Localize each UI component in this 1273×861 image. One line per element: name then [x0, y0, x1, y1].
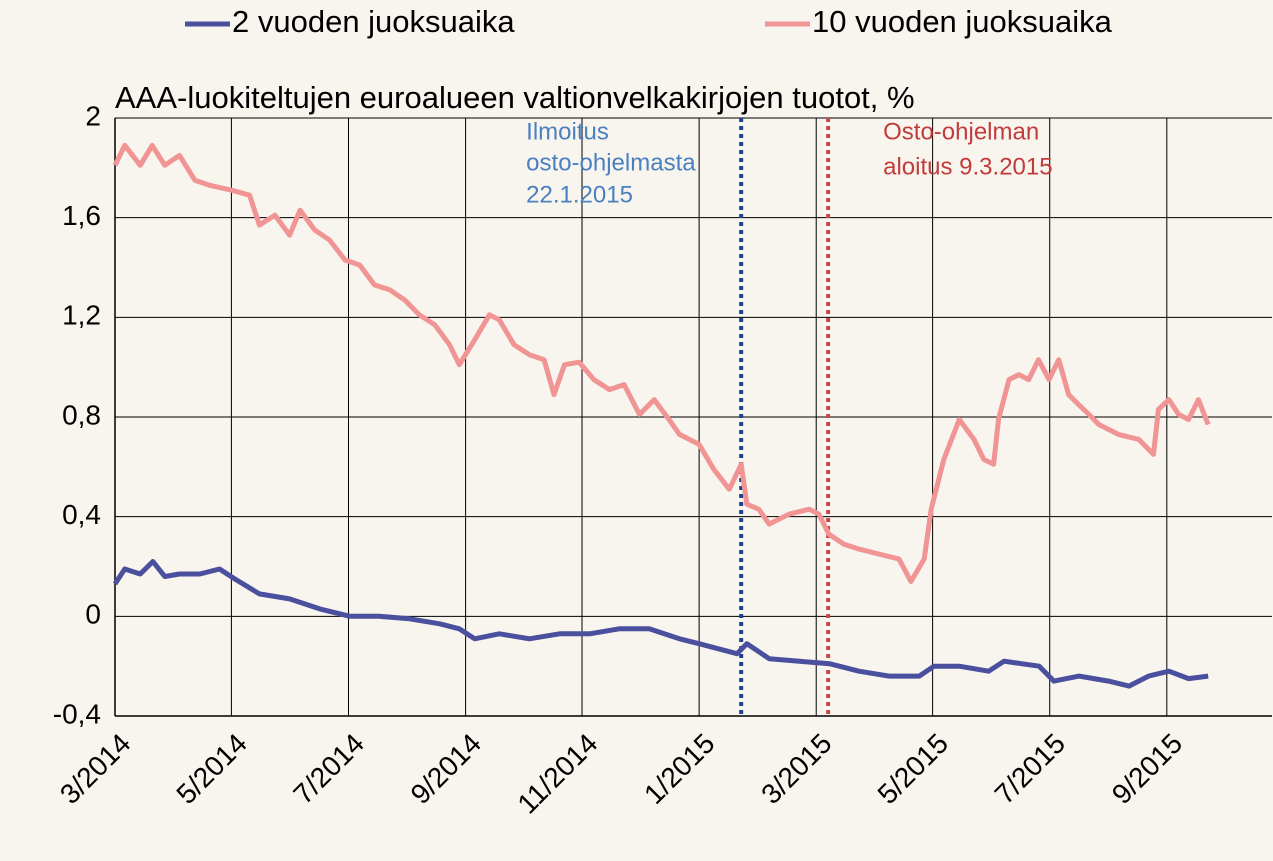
- y-tick-label: 1,2: [62, 300, 101, 331]
- y-tick-label: 1,6: [62, 200, 101, 231]
- legend-label: 2 vuoden juoksuaika: [232, 4, 515, 39]
- y-tick-label: 0,8: [62, 399, 101, 430]
- series-line: [112, 559, 1209, 689]
- annotation-text: 22.1.2015: [526, 181, 633, 208]
- annotation-text: aloitus 9.3.2015: [883, 153, 1052, 180]
- y-tick-label: 0: [85, 599, 101, 630]
- legend-label: 10 vuoden juoksuaika: [812, 4, 1113, 39]
- annotation-text: Osto-ohjelman: [883, 118, 1039, 145]
- annotation-text: osto-ohjelmasta: [526, 149, 696, 176]
- series-line: [112, 142, 1211, 584]
- y-tick-label: 2: [85, 100, 101, 131]
- y-tick-label: -0,4: [53, 698, 101, 729]
- annotation-text: Ilmoitus: [526, 118, 609, 145]
- chart-title: AAA-luokiteltujen euroalueen valtionvelk…: [115, 80, 915, 115]
- y-tick-label: 0,4: [62, 499, 101, 530]
